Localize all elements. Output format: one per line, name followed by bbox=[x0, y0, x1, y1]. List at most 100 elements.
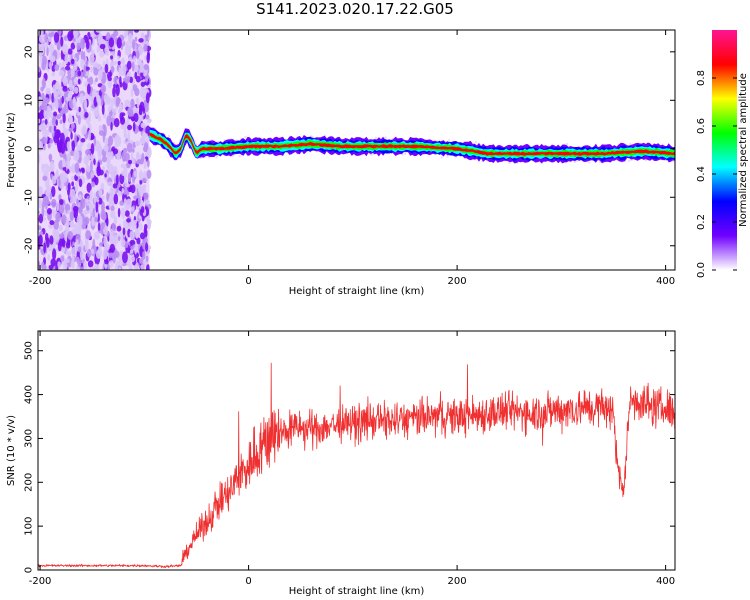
snr-series bbox=[38, 362, 675, 569]
noise-blob bbox=[78, 215, 83, 227]
x-tick-label: 200 bbox=[448, 576, 467, 587]
noise-blob bbox=[117, 60, 121, 66]
y-tick-label: -20 bbox=[24, 238, 35, 254]
noise-blob bbox=[90, 66, 93, 73]
noise-blob bbox=[76, 198, 79, 205]
noise-blob bbox=[115, 97, 120, 108]
noise-blob bbox=[137, 58, 142, 66]
halo-speck bbox=[384, 136, 387, 139]
noise-blob bbox=[119, 173, 125, 185]
noise-blob bbox=[76, 42, 81, 51]
noise-blob bbox=[147, 118, 152, 124]
noise-blob bbox=[67, 30, 73, 42]
noise-blob bbox=[57, 84, 62, 95]
halo-speck bbox=[508, 161, 511, 164]
noise-blob bbox=[127, 33, 133, 45]
noise-blob bbox=[48, 264, 54, 270]
halo-speck bbox=[374, 136, 377, 139]
noise-blob bbox=[50, 31, 55, 37]
y-axis-label: SNR (10 * v/v) bbox=[6, 415, 17, 486]
noise-blob bbox=[45, 237, 50, 248]
noise-blob bbox=[132, 55, 136, 64]
noise-blob bbox=[63, 258, 70, 264]
noise-blob bbox=[93, 231, 100, 240]
noise-blob bbox=[136, 154, 142, 159]
noise-blob bbox=[41, 136, 47, 145]
noise-blob bbox=[89, 266, 96, 270]
noise-blob bbox=[140, 81, 146, 87]
noise-blob bbox=[79, 38, 86, 50]
noise-blob bbox=[90, 248, 95, 255]
noise-blob bbox=[117, 55, 120, 61]
noise-blob bbox=[93, 191, 97, 204]
noise-blob bbox=[70, 58, 75, 65]
halo-speck bbox=[182, 148, 185, 151]
plot-frame bbox=[37, 330, 676, 571]
noise-blob bbox=[74, 162, 80, 174]
noise-blob bbox=[85, 60, 89, 67]
halo-speck bbox=[565, 143, 568, 146]
halo-speck bbox=[436, 140, 439, 143]
halo-speck bbox=[479, 144, 482, 147]
noise-blob bbox=[59, 236, 65, 247]
noise-blob bbox=[50, 185, 56, 198]
noise-blob bbox=[87, 260, 94, 268]
noise-blob bbox=[143, 158, 147, 169]
noise-blob bbox=[115, 238, 119, 244]
noise-blob bbox=[72, 37, 76, 42]
noise-blob bbox=[147, 30, 150, 39]
noise-blob bbox=[113, 215, 118, 225]
halo-speck bbox=[167, 135, 170, 138]
noise-blob bbox=[76, 144, 83, 153]
noise-blob bbox=[143, 63, 149, 71]
halo-speck bbox=[207, 156, 210, 159]
halo-speck bbox=[383, 138, 386, 141]
noise-blob bbox=[143, 192, 149, 200]
noise-blob bbox=[96, 165, 100, 173]
noise-blob bbox=[70, 123, 75, 129]
colorbar-label: Normalized spectral amplitude bbox=[738, 73, 749, 227]
noise-blob bbox=[56, 202, 60, 212]
noise-blob bbox=[58, 70, 65, 77]
noise-blob bbox=[144, 223, 148, 230]
noise-blob bbox=[55, 212, 61, 223]
noise-blob bbox=[97, 222, 101, 231]
noise-blob bbox=[38, 112, 44, 119]
noise-blob bbox=[73, 156, 77, 161]
noise-blob bbox=[78, 206, 83, 215]
noise-blob bbox=[38, 186, 43, 192]
noise-blob bbox=[130, 108, 133, 115]
noise-blob bbox=[62, 85, 68, 92]
noise-blob bbox=[110, 169, 114, 176]
noise-blob bbox=[112, 112, 115, 119]
noise-blob bbox=[95, 143, 99, 152]
noise-blob bbox=[90, 135, 95, 140]
noise-blob bbox=[140, 206, 145, 214]
noise-blob bbox=[112, 86, 116, 98]
noise-blob bbox=[138, 38, 144, 43]
noise-blob bbox=[38, 96, 43, 107]
noise-blob bbox=[122, 227, 126, 236]
y-tick-label: 20 bbox=[24, 45, 35, 58]
noise-blob bbox=[111, 230, 117, 238]
noise-blob bbox=[77, 115, 81, 125]
noise-blob bbox=[102, 212, 107, 221]
halo-speck bbox=[664, 159, 667, 162]
noise-blob bbox=[38, 213, 44, 224]
noise-blob bbox=[135, 159, 142, 165]
noise-blob bbox=[85, 230, 92, 240]
noise-blob bbox=[49, 220, 55, 226]
noise-blob bbox=[60, 141, 66, 154]
noise-blob bbox=[77, 70, 82, 77]
noise-blob bbox=[113, 193, 119, 205]
noise-blob bbox=[143, 43, 148, 52]
noise-blob bbox=[57, 261, 61, 268]
noise-blob bbox=[138, 109, 143, 116]
halo-speck bbox=[532, 145, 535, 148]
noise-blob bbox=[138, 222, 143, 231]
noise-blob bbox=[129, 249, 134, 254]
halo-speck bbox=[448, 139, 451, 142]
halo-speck bbox=[516, 161, 519, 164]
noise-blob bbox=[81, 168, 85, 174]
